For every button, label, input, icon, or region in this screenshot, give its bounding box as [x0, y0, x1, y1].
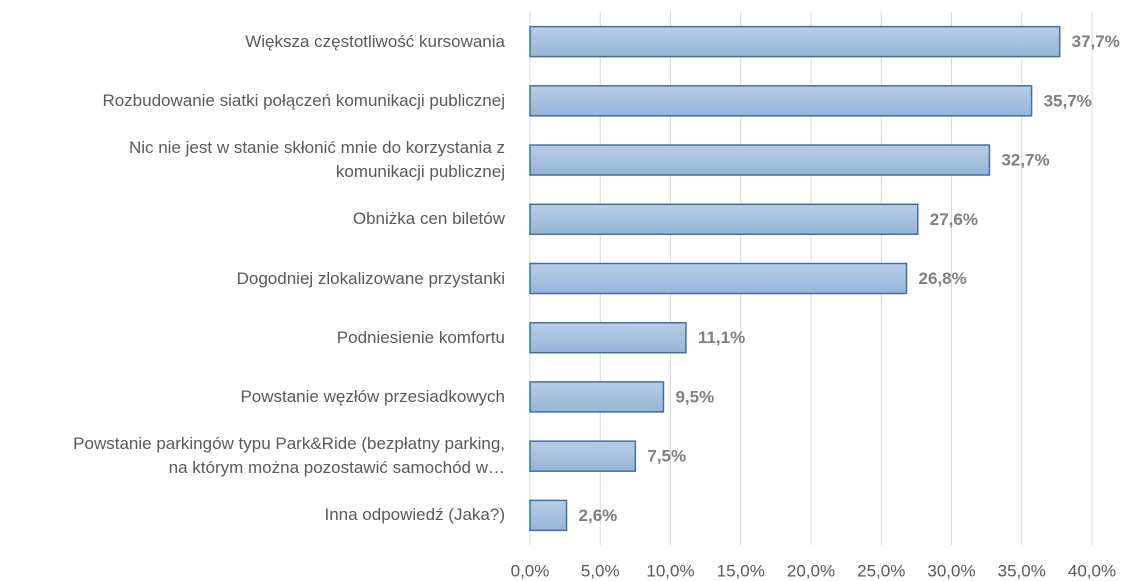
- x-tick-label: 0,0%: [511, 561, 550, 580]
- data-label: 32,7%: [1001, 151, 1049, 170]
- y-tick-label: Rozbudowanie siatki połączeń komunikacji…: [102, 90, 505, 110]
- x-tick-label: 10,0%: [646, 561, 694, 580]
- bar: [529, 381, 665, 413]
- bar: [529, 85, 1033, 117]
- bar: [529, 262, 908, 295]
- y-tick-label: Powstanie węzłów przesiadkowych: [240, 386, 505, 406]
- data-label: 27,6%: [930, 210, 978, 229]
- x-tick-label: 5,0%: [581, 561, 620, 580]
- bar: [529, 203, 919, 236]
- x-tick-label: 25,0%: [857, 561, 905, 580]
- y-tick-label: Większa częstotliwość kursowania: [245, 31, 505, 51]
- x-tick-label: 40,0%: [1068, 561, 1116, 580]
- data-label: 11,1%: [698, 328, 745, 347]
- x-tick-label: 20,0%: [787, 561, 835, 580]
- y-tick-label: Obniżka cen biletów: [352, 209, 505, 229]
- bar: [529, 25, 1061, 58]
- y-tick-label: Inna odpowiedź (Jaka?): [324, 505, 505, 525]
- bar: [529, 321, 687, 354]
- y-tick-label: Dogodniej zlokalizowane przystanki: [236, 268, 505, 288]
- data-label: 26,8%: [919, 269, 967, 288]
- x-tick-label: 15,0%: [717, 561, 765, 580]
- data-label: 37,7%: [1072, 32, 1120, 51]
- bar: [529, 499, 568, 532]
- bar: [529, 440, 637, 472]
- x-tick-label: 30,0%: [927, 561, 975, 580]
- data-label: 9,5%: [675, 387, 714, 406]
- y-tick-label: Powstanie parkingów typu Park&Ride (bezp…: [73, 434, 505, 478]
- data-label: 35,7%: [1044, 91, 1092, 110]
- y-tick-label: Nic nie jest w stanie skłonić mnie do ko…: [128, 138, 505, 182]
- data-label: 2,6%: [579, 506, 618, 525]
- bar: [529, 144, 991, 176]
- data-label: 7,5%: [647, 447, 686, 466]
- x-tick-label: 35,0%: [998, 561, 1046, 580]
- y-tick-label: Podniesienie komfortu: [336, 327, 505, 347]
